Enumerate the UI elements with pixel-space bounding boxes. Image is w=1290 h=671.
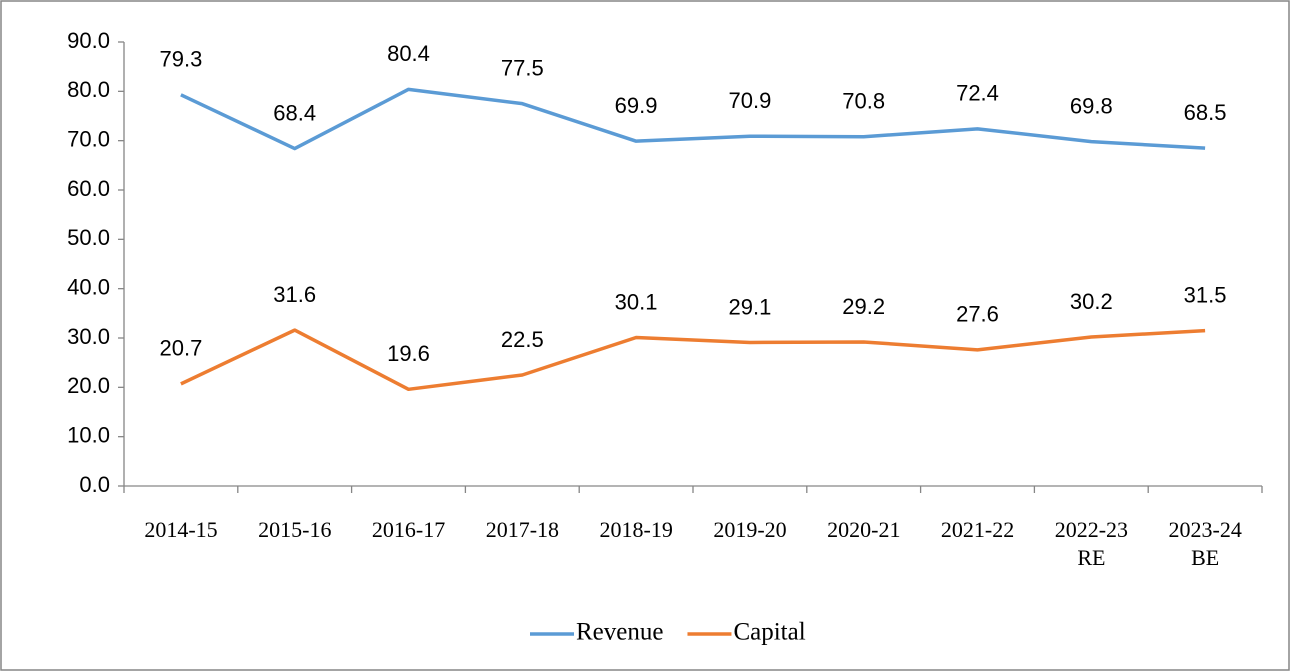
y-tick-label: 70.0 (67, 126, 110, 151)
line-series (180, 87, 1206, 151)
y-tick-label: 40.0 (67, 274, 110, 299)
data-label: 68.4 (273, 100, 316, 125)
data-label: 29.2 (842, 294, 885, 319)
x-tick-label: 2016-17 (371, 517, 446, 542)
x-tick-label: 2022-23 RE (1054, 517, 1129, 570)
y-tick-label: 0.0 (79, 472, 110, 497)
data-label: 19.6 (387, 341, 430, 366)
data-label: 30.1 (615, 289, 658, 314)
x-tick-label: 2018-19 (599, 517, 673, 542)
x-tick-label: 2017-18 (485, 517, 560, 542)
y-tick-label: 50.0 (67, 225, 110, 250)
y-tick-label: 80.0 (67, 77, 110, 102)
data-label: 30.2 (1070, 289, 1113, 314)
data-label: 68.5 (1184, 100, 1227, 125)
x-tick-label: 2021-22 (940, 517, 1015, 542)
data-label: 72.4 (956, 81, 999, 106)
y-tick-label: 60.0 (67, 176, 110, 201)
data-label: 29.1 (728, 294, 771, 319)
data-label: 77.5 (501, 55, 544, 80)
data-label: 69.8 (1070, 93, 1113, 118)
x-tick-label: 2023-24 BE (1168, 517, 1242, 570)
line-series (180, 328, 1206, 392)
data-label: 22.5 (501, 327, 544, 352)
data-label: 79.3 (159, 47, 202, 72)
x-tick-label: 2020-21 (827, 517, 901, 542)
data-label: 27.6 (956, 302, 999, 327)
data-label: 20.7 (159, 336, 202, 361)
data-label: 80.4 (387, 41, 430, 66)
y-tick-label: 20.0 (67, 373, 110, 398)
y-tick-label: 30.0 (67, 324, 110, 349)
legend-label: Revenue (576, 619, 663, 646)
x-tick-label: 2019-20 (713, 517, 787, 542)
data-label: 70.9 (728, 88, 771, 113)
data-label: 31.5 (1184, 282, 1227, 307)
data-label: 31.6 (273, 282, 316, 307)
data-label: 70.8 (842, 89, 885, 114)
y-tick-label: 10.0 (67, 422, 110, 447)
y-tick-label: 90.0 (67, 28, 110, 53)
x-tick-label: 2014-15 (144, 517, 218, 542)
x-tick-label: 2015-16 (258, 517, 332, 542)
data-label: 69.9 (615, 93, 658, 118)
legend-label: Capital (733, 619, 805, 646)
